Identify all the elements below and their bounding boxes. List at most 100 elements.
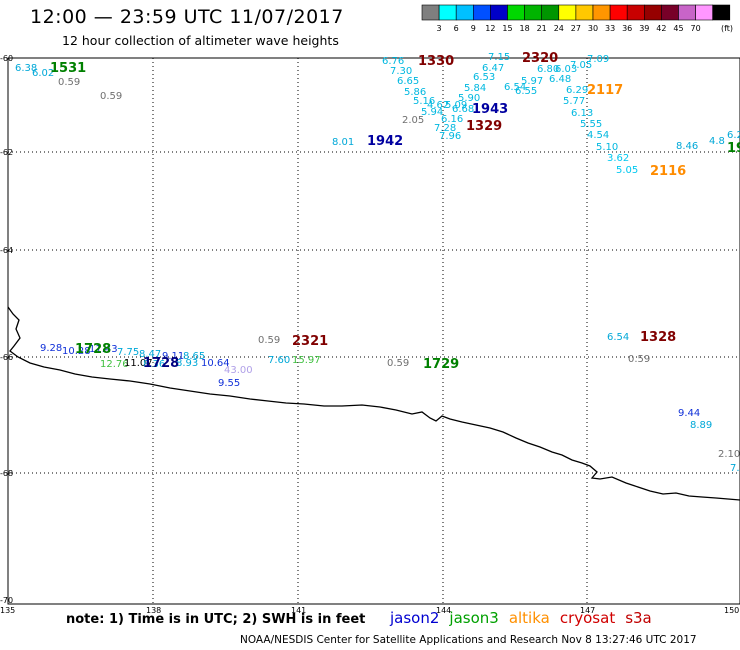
pass-time: 1728	[75, 342, 111, 357]
legend-swatch	[609, 4, 628, 21]
legend-swatch	[524, 4, 542, 21]
swh-value: 6.29	[566, 85, 588, 96]
swh-value: 2.05	[402, 115, 424, 126]
legend-unit: (ft)	[721, 24, 733, 33]
graticule	[8, 58, 740, 604]
swh-value: 7.60	[268, 355, 290, 366]
swh-value: 6.54	[607, 332, 629, 343]
coastline	[7, 306, 740, 501]
pass-time: 1329	[466, 119, 502, 134]
swh-value: 7.15	[488, 52, 510, 63]
legend-label: 33	[605, 24, 615, 33]
legend-label: 21	[537, 24, 547, 33]
pass-time: 2117	[587, 83, 623, 98]
legend-swatch	[455, 4, 474, 21]
swh-value: 6.48	[549, 74, 571, 85]
swh-value: 9.55	[218, 378, 240, 389]
swh-value: 15.97	[292, 355, 321, 366]
swh-value: 3.62	[607, 153, 629, 164]
pass-time: 2116	[650, 164, 686, 179]
legend-swatch	[661, 4, 679, 21]
swh-value: 5.05	[616, 165, 638, 176]
swh-value: 0.59	[387, 358, 409, 369]
latitude-label: -62	[0, 148, 13, 157]
latitude-label: -60	[0, 54, 13, 63]
legend-label: 18	[520, 24, 530, 33]
satellite-label-altika: altika	[508, 609, 550, 627]
swh-value: 5.84	[464, 83, 486, 94]
latitude-label: -64	[0, 246, 13, 255]
latitude-label: -66	[0, 353, 13, 362]
swh-value: 6.76	[382, 56, 404, 67]
swh-value: 6.53	[473, 72, 495, 83]
legend-swatch	[490, 4, 508, 21]
swh-value: 6.2	[727, 130, 740, 141]
legend-swatch	[558, 4, 577, 21]
legend-label: 42	[656, 24, 666, 33]
swh-value: 7.	[730, 463, 740, 474]
satellite-label-cryosat: cryosat	[559, 609, 616, 627]
swh-value: 10.64	[201, 358, 230, 369]
pass-time-labels: 1531 1330 2320 1943 1329 2117 1942 2116 19 1728 17…	[50, 51, 740, 372]
swh-value: 5.77	[563, 96, 585, 107]
swh-value: 0.59	[628, 354, 650, 365]
swh-value: 5.09	[445, 100, 467, 111]
swh-value: 11.07	[124, 358, 153, 369]
swh-value: 8.93	[176, 358, 198, 369]
swh-value: 0.59	[258, 335, 280, 346]
legend-label: 30	[588, 24, 598, 33]
legend-label: 45	[673, 24, 683, 33]
legend-swatch	[507, 4, 525, 21]
swh-value: 9.28	[40, 343, 62, 354]
longitude-label: 144	[436, 606, 451, 615]
pass-time: 1729	[423, 357, 459, 372]
swh-value: 6.68	[452, 104, 474, 115]
swh-value: 5.94	[421, 107, 443, 118]
swh-value: 6.54	[504, 82, 526, 93]
longitude-label: 150	[724, 606, 739, 615]
swh-value: 9.11	[162, 351, 184, 362]
swh-value: 8.46	[676, 141, 698, 152]
longitude-label: 147	[580, 606, 595, 615]
swh-value: 6.80	[537, 64, 559, 75]
swh-value: 2.10	[718, 449, 740, 460]
swh-value: 11.43	[89, 344, 118, 355]
swh-observations: 6.386.02 0.59 0.59 6.767.306.655.865.165.94…	[15, 52, 740, 474]
credit-line: NOAA/NESDIS Center for Satellite Applica…	[240, 634, 697, 646]
legend-label: 36	[622, 24, 632, 33]
pass-time: 2321	[292, 334, 328, 349]
swh-value: 6.47	[482, 63, 504, 74]
legend-label: 24	[554, 24, 564, 33]
pass-time: 1943	[472, 102, 508, 117]
swh-value: 8.89	[690, 420, 712, 431]
swh-value: 7.28	[434, 123, 456, 134]
legend-label: 6	[454, 24, 459, 33]
satellite-label-jason3: jason3	[449, 609, 499, 627]
legend-swatch	[712, 4, 731, 21]
pass-time: 1330	[418, 54, 454, 69]
swh-value: 5.55	[580, 119, 602, 130]
swh-value: 0.59	[100, 91, 122, 102]
swh-value: 5.90	[458, 93, 480, 104]
swh-value: 4.62	[427, 100, 449, 111]
swh-value: 10.28	[62, 346, 91, 357]
swh-value: 5.86	[404, 87, 426, 98]
legend-swatch	[421, 4, 440, 21]
swh-value: 5.10	[596, 142, 618, 153]
swh-value: 6.02	[32, 68, 54, 79]
legend-swatch	[626, 4, 645, 21]
legend-label: 15	[502, 24, 512, 33]
swh-value: 8.47	[139, 349, 161, 360]
satellite-legend: jason2 jason3 altika cryosat s3a	[390, 609, 662, 627]
satellite-label-s3a: s3a	[625, 609, 652, 627]
swh-value: 4.8	[709, 136, 725, 147]
swh-value: 5.16	[413, 96, 435, 107]
legend-label: 39	[639, 24, 649, 33]
footer-note: note: 1) Time is in UTC; 2) SWH is in fe…	[66, 612, 366, 627]
swh-value: 8.01	[332, 137, 354, 148]
legend-label: 3	[437, 24, 442, 33]
legend-swatch	[472, 4, 491, 21]
legend-swatch	[575, 4, 594, 21]
legend-swatch	[643, 4, 662, 21]
